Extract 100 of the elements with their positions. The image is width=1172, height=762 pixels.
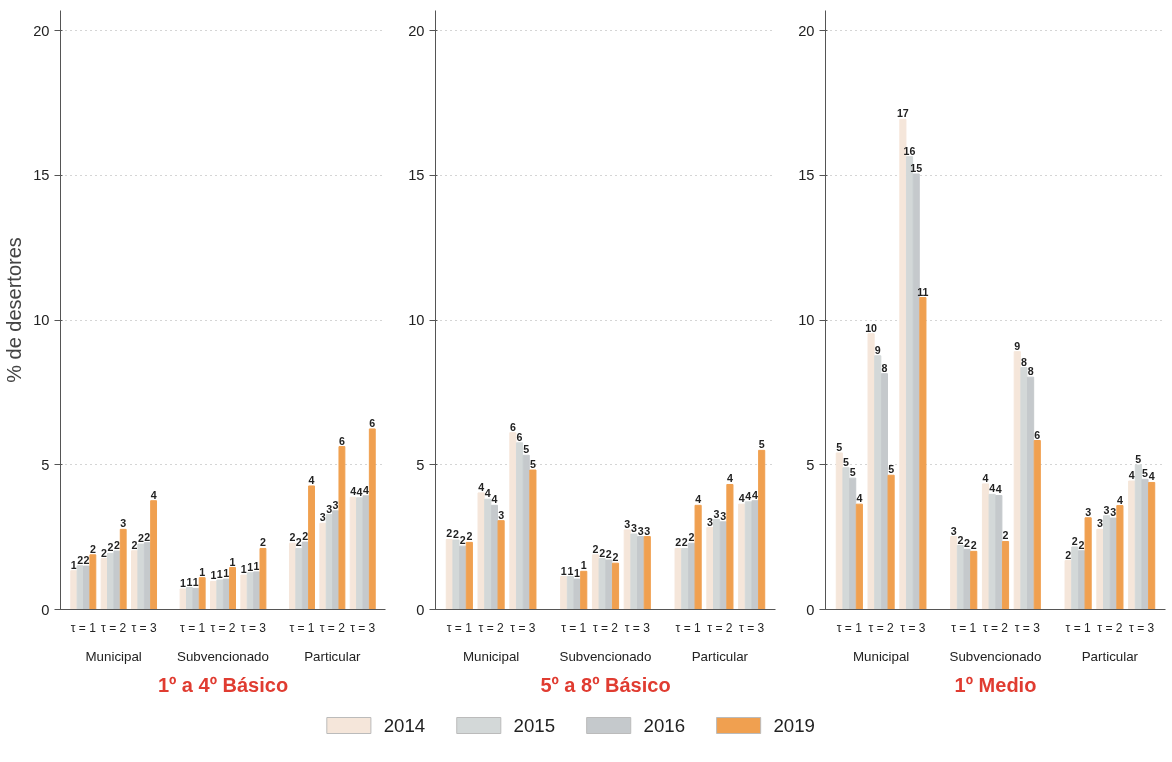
data-label: 2 (599, 546, 606, 559)
data-label: 8 (1020, 355, 1027, 368)
data-label: 4 (484, 487, 491, 500)
data-label: 5 (1142, 467, 1149, 480)
y-tick-label: 10 (33, 312, 50, 329)
text: Particular (691, 648, 749, 664)
data-label: 4 (362, 483, 369, 496)
data-label: 5 (1135, 453, 1142, 466)
data-label: 2 (89, 542, 96, 555)
data-label: 9 (874, 343, 881, 356)
data-label: 4 (695, 493, 702, 506)
y-tick-label: 0 (806, 601, 815, 618)
legend-label: 2016 (643, 715, 686, 736)
data-label: 2 (446, 527, 453, 540)
x-tick-label: τ = 1 (1065, 620, 1091, 635)
text: Municipal (85, 648, 142, 664)
text: Municipal (462, 648, 520, 664)
data-label: 3 (1085, 505, 1092, 518)
data-label: 4 (982, 471, 989, 484)
data-label: 3 (1110, 506, 1117, 519)
data-label: 2 (144, 530, 151, 543)
y-tick-label: 0 (41, 601, 50, 618)
x-tick-label: τ = 2 (982, 620, 1009, 635)
text: Subvencionado (177, 648, 269, 664)
x-tick-label: τ = 1 (180, 620, 206, 635)
data-label: 2 (453, 528, 460, 541)
data-label: 3 (120, 517, 127, 530)
legend-label: 2015 (513, 715, 556, 736)
y-tick-label: 15 (798, 167, 815, 184)
x-tick-label: τ = 3 (240, 620, 267, 635)
data-label: 2 (605, 548, 612, 561)
data-label: 1 (223, 567, 230, 580)
data-label: 3 (720, 509, 727, 522)
x-tick-label: τ = 2 (319, 620, 346, 635)
data-label: 2 (1078, 538, 1085, 551)
data-label: 3 (498, 508, 505, 521)
y-tick-label: 20 (33, 22, 50, 39)
data-label: 3 (624, 517, 631, 530)
x-tick-label: τ = 3 (350, 620, 376, 635)
data-label: 2 (957, 533, 964, 546)
text: 5º a 8º Básico (540, 673, 671, 696)
y-tick-label: 20 (798, 22, 815, 39)
text: Subvencionado (559, 648, 652, 664)
data-label: 6 (1034, 428, 1041, 441)
data-label: 2 (1071, 535, 1078, 547)
y-tick-label: 10 (408, 312, 425, 329)
data-label: 5 (523, 443, 530, 456)
x-tick-label: τ = 3 (510, 620, 536, 635)
data-label: 2 (1065, 548, 1072, 561)
data-label: 4 (726, 472, 733, 485)
x-tick-label: τ = 1 (836, 620, 863, 635)
y-tick-label: 20 (408, 22, 425, 39)
data-label: 1 (560, 564, 567, 577)
data-label: 4 (752, 488, 759, 501)
data-label: 4 (356, 485, 363, 498)
text: 1º a 4º Básico (157, 673, 289, 696)
data-label: 8 (1027, 365, 1034, 378)
data-label: 1 (192, 576, 199, 589)
data-label: 8 (881, 361, 888, 374)
x-tick-label: τ = 2 (210, 620, 236, 635)
x-tick-label: τ = 3 (900, 620, 926, 635)
y-tick-label: 10 (798, 312, 815, 329)
data-label: 3 (706, 515, 713, 528)
x-tick-label: τ = 2 (707, 620, 733, 635)
data-label: 2 (1002, 529, 1009, 542)
data-label: 5 (843, 455, 850, 468)
data-label: 1 (199, 565, 206, 578)
data-label: 11 (917, 285, 929, 298)
x-tick-label: τ = 1 (70, 620, 97, 635)
x-tick-label: τ = 3 (624, 620, 651, 635)
data-label: 2 (289, 531, 296, 544)
data-label: 1 (180, 576, 187, 589)
data-label: 2 (295, 536, 302, 549)
x-tick-label: τ = 2 (101, 620, 127, 635)
data-label: 1 (253, 559, 260, 572)
data-label: 5 (849, 466, 856, 479)
data-label: 3 (644, 524, 651, 537)
x-tick-label: τ = 3 (131, 620, 157, 635)
data-label: 2 (83, 554, 90, 567)
data-label: 4 (350, 485, 357, 498)
data-label: 4 (989, 482, 996, 495)
data-label: 3 (950, 524, 957, 537)
data-label: 2 (688, 531, 695, 544)
data-label: 6 (516, 430, 523, 443)
y-tick-label: 15 (408, 167, 425, 184)
data-label: 4 (308, 473, 315, 486)
data-label: 1 (229, 555, 236, 568)
data-label: 2 (964, 537, 971, 550)
data-label: 2 (107, 541, 114, 554)
data-label: 1 (247, 560, 254, 573)
x-tick-label: τ = 1 (289, 620, 315, 635)
y-axis-title: % de desertores (3, 237, 26, 383)
data-label: 3 (1096, 517, 1103, 530)
y-tick-label: 5 (41, 456, 50, 473)
data-label: 5 (836, 440, 843, 453)
data-label: 1 (210, 569, 217, 582)
data-label: 3 (1103, 503, 1110, 516)
data-label: 2 (459, 534, 466, 547)
data-label: 3 (319, 511, 326, 524)
legend-label: 2019 (773, 715, 815, 736)
